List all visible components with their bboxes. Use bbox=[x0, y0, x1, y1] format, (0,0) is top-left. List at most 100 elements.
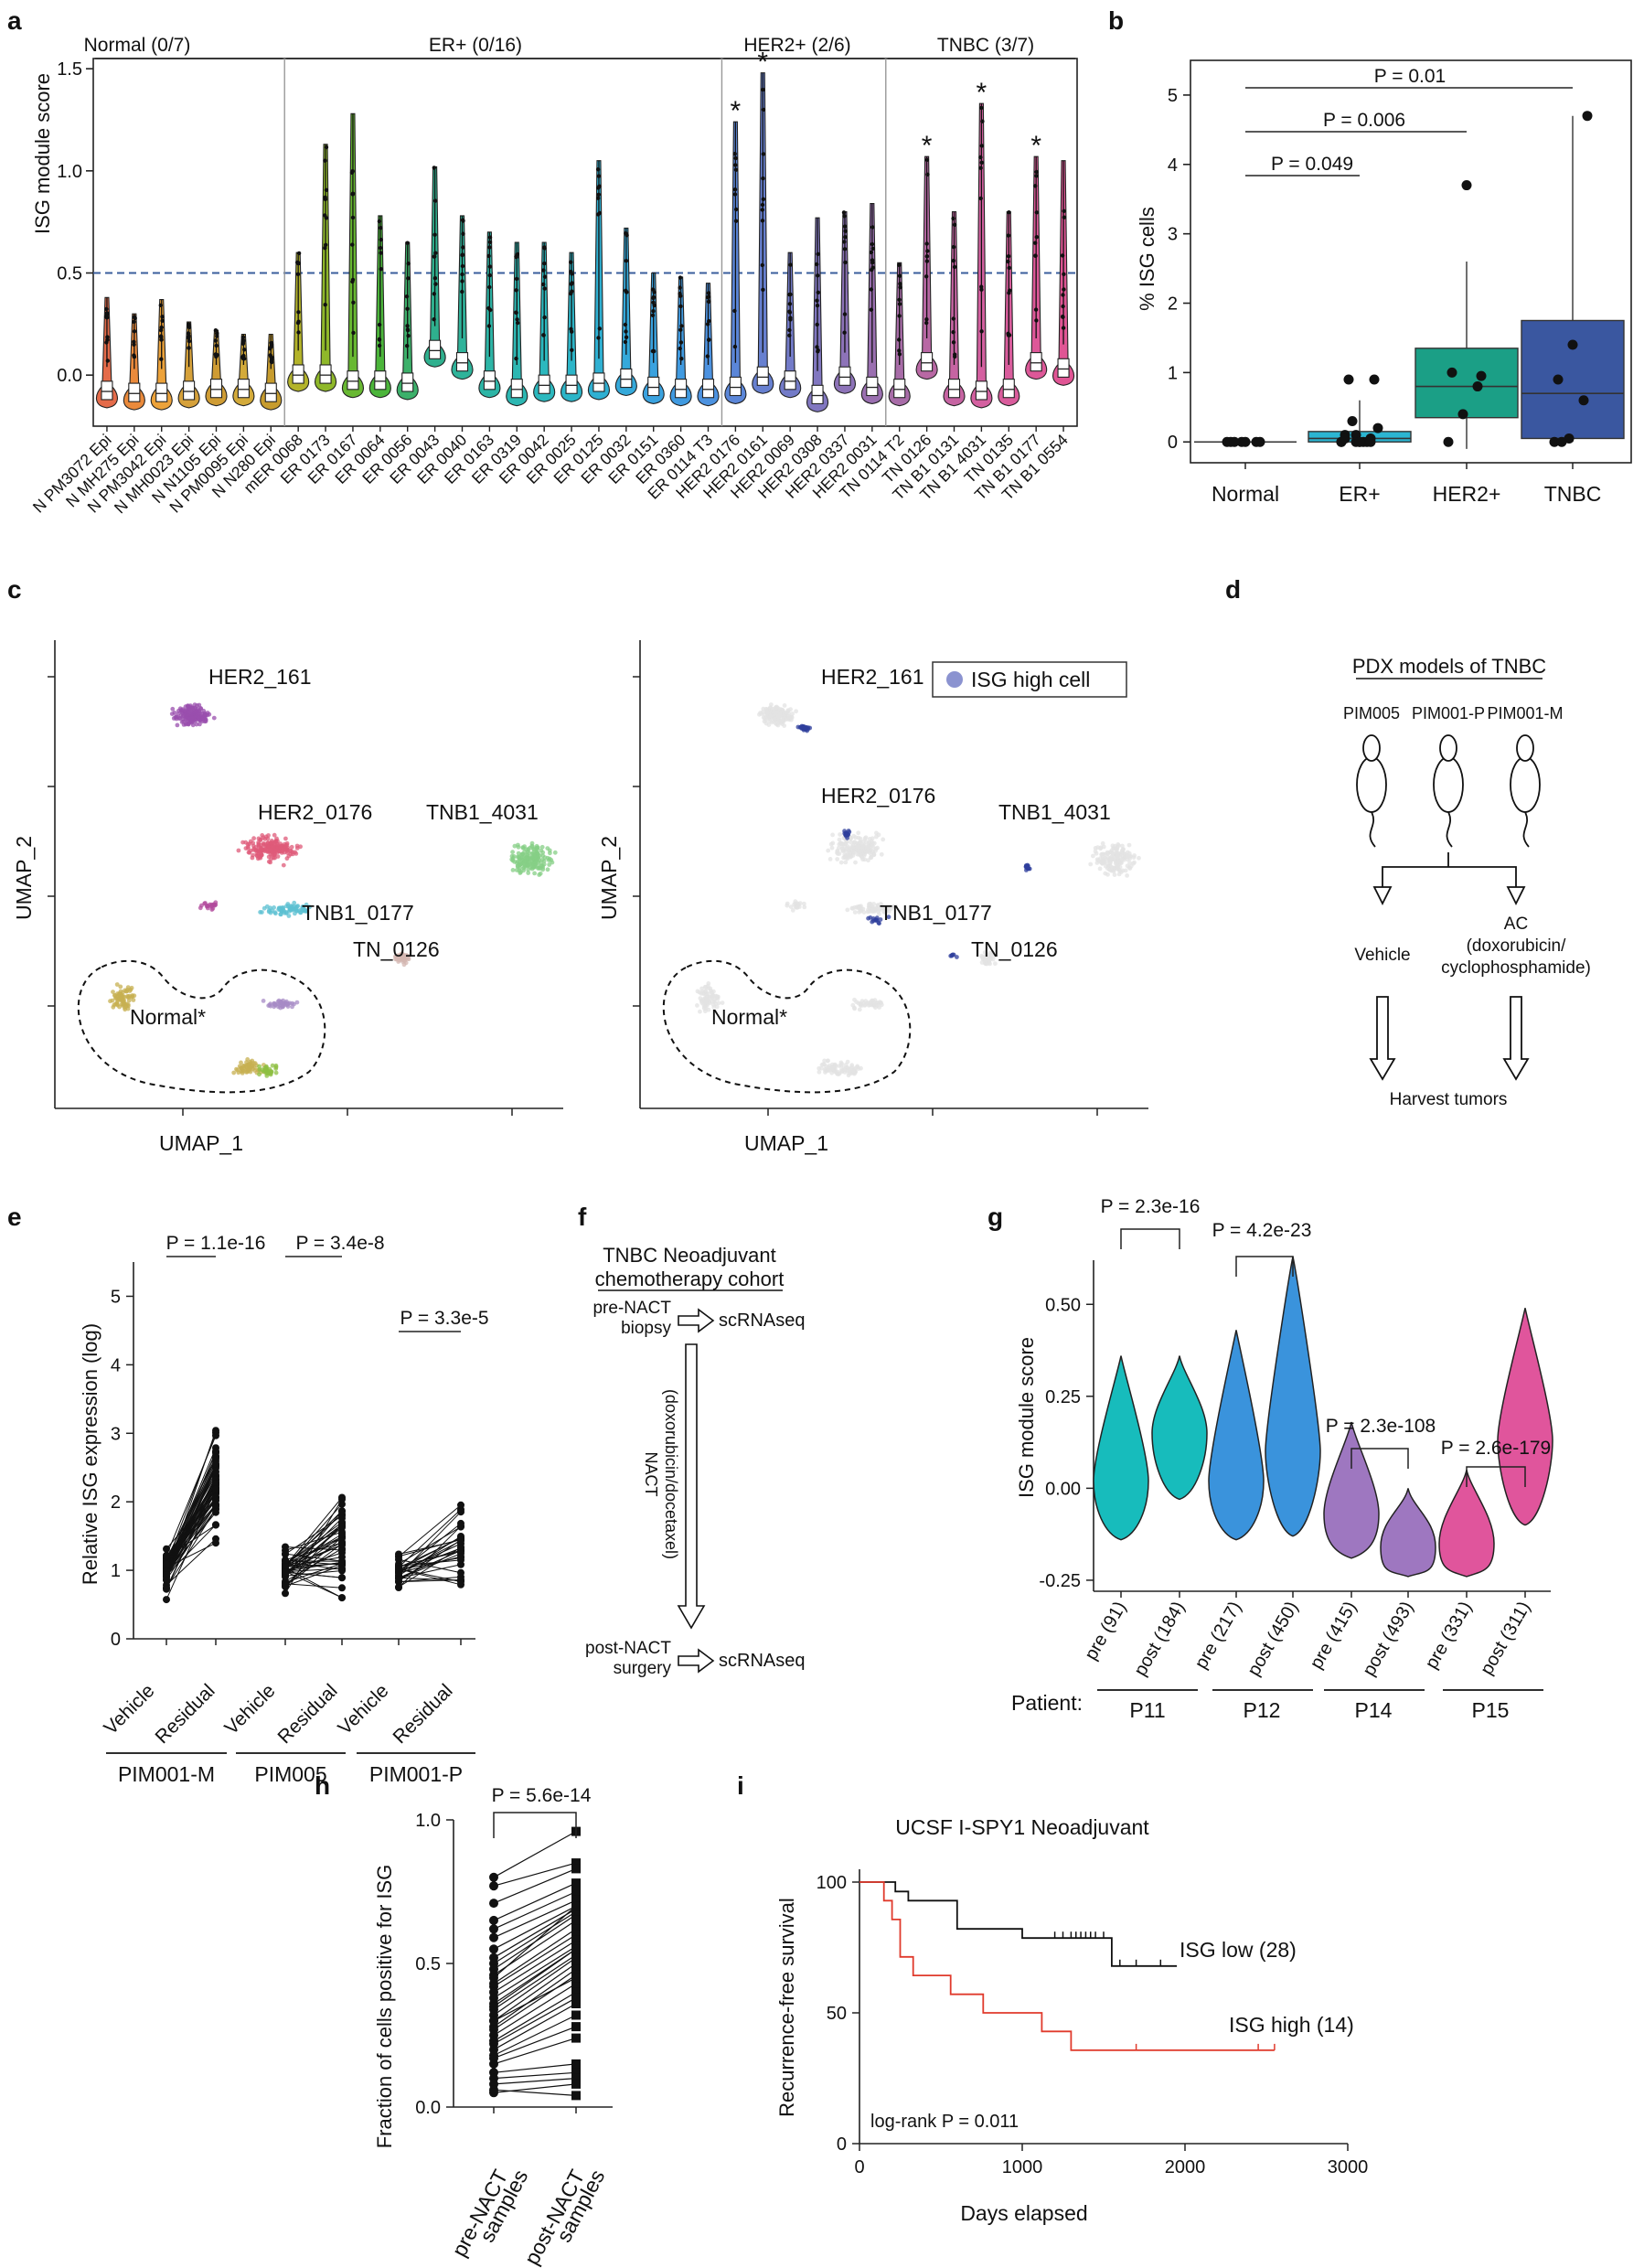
i-high-legend: ISG high (14) bbox=[1229, 2013, 1354, 2037]
c-left-cell-point bbox=[278, 912, 283, 917]
a-box bbox=[128, 382, 141, 402]
c-right-cell-point bbox=[852, 997, 857, 1002]
a-y-tick-label: 1.0 bbox=[57, 162, 82, 182]
h-post-point bbox=[571, 2079, 581, 2089]
a-outlier-point bbox=[733, 207, 739, 212]
a-outlier-point bbox=[269, 358, 274, 362]
d-mouse-head bbox=[1516, 734, 1534, 762]
h-paired-line bbox=[493, 1831, 577, 1878]
c-left-cell-point bbox=[284, 904, 289, 909]
h-pre-point bbox=[489, 1924, 498, 1934]
c-left-cell-point bbox=[175, 722, 180, 728]
d-model-pim001m: PIM001-M bbox=[1487, 704, 1563, 722]
g-violin bbox=[1323, 1421, 1380, 1559]
c-right-cell-point bbox=[844, 855, 849, 860]
a-outlier-point bbox=[679, 357, 684, 361]
c-right-cell-point bbox=[711, 1005, 717, 1010]
g-plot: -0.25 0.00 0.25 0.50 P = 2.3e-16 P = 4.2e-23 P… bbox=[1039, 1196, 1553, 1598]
e-residual-point bbox=[338, 1567, 346, 1575]
d-down-arrow bbox=[1502, 996, 1530, 1081]
c-right-cell-point bbox=[864, 840, 869, 845]
c-left-cell-point bbox=[177, 716, 183, 721]
c-left-cell-point bbox=[547, 856, 552, 861]
f-right-arrow bbox=[678, 1648, 715, 1674]
h-paired-line bbox=[493, 1928, 577, 1984]
c-isg-high-point bbox=[955, 955, 959, 959]
c-right-cell-point bbox=[706, 1007, 711, 1012]
c-left-cell-point bbox=[260, 910, 264, 915]
g-significance-bracket bbox=[1350, 1448, 1409, 1469]
h-pvalue: P = 5.6e-14 bbox=[492, 1785, 592, 1806]
panel-letter-i: i bbox=[737, 1771, 744, 1800]
g-violin bbox=[1151, 1355, 1208, 1501]
e-residual-point bbox=[212, 1431, 219, 1439]
b-y-tick-label: 3 bbox=[1168, 225, 1178, 245]
c-left-cell-point bbox=[251, 848, 256, 852]
g-violin bbox=[1093, 1355, 1149, 1541]
b-data-point bbox=[1582, 111, 1593, 122]
a-box bbox=[838, 366, 851, 386]
e-paired-line bbox=[284, 1497, 343, 1567]
a-outlier-point bbox=[707, 337, 711, 342]
i-isg-low-curve bbox=[859, 1881, 1178, 1967]
e-paired-line bbox=[398, 1523, 462, 1573]
e-residual-point bbox=[457, 1543, 464, 1551]
h-pre-point bbox=[489, 2002, 498, 2012]
c-right-cell-point bbox=[695, 1003, 699, 1008]
c-right-cell-point bbox=[1125, 850, 1130, 855]
c-right-cell-point bbox=[1137, 855, 1141, 861]
a-outlier-point bbox=[541, 268, 546, 273]
c-left-cell-point bbox=[251, 852, 255, 858]
a-y-tick-label: 0.5 bbox=[57, 264, 82, 284]
e-pvalue-pim001m: P = 1.1e-16 bbox=[166, 1233, 266, 1254]
c-right-cell-point bbox=[774, 722, 779, 727]
c-right-cell-point bbox=[772, 716, 777, 722]
c-right-cell-point bbox=[778, 711, 783, 716]
e-vehicle-point bbox=[163, 1560, 170, 1568]
a-significance-asterisk: * bbox=[1030, 131, 1041, 161]
d-mouse-tail bbox=[1369, 811, 1376, 848]
c-isg-high-point bbox=[843, 832, 849, 838]
c-left-cell-point bbox=[170, 706, 176, 711]
e-paired-line bbox=[165, 1488, 217, 1557]
e-paired-line bbox=[398, 1567, 462, 1583]
c-left-label-tn-0126: TN_0126 bbox=[353, 937, 440, 961]
c-left-cell-point bbox=[286, 914, 292, 918]
c-right-cell-point bbox=[782, 703, 787, 708]
h-post-point bbox=[571, 1987, 581, 1997]
a-outlier-point bbox=[488, 307, 493, 313]
e-residual-point bbox=[212, 1453, 219, 1461]
d-arrow-head bbox=[1506, 886, 1526, 906]
h-post-point bbox=[571, 2073, 581, 2083]
e-residual-point bbox=[338, 1514, 346, 1523]
c-right-cell-point bbox=[839, 841, 844, 846]
g-patient-p15: P15 bbox=[1472, 1698, 1510, 1722]
c-right-cell-point bbox=[802, 904, 807, 910]
d-mouse-tail bbox=[1446, 811, 1453, 848]
b-data-point bbox=[1343, 374, 1354, 385]
e-vehicle-point bbox=[163, 1571, 170, 1578]
c-right-cell-point bbox=[826, 848, 831, 853]
c-left-cell-point bbox=[193, 713, 198, 719]
c-right-cell-point bbox=[703, 989, 709, 994]
e-paired-line bbox=[398, 1546, 462, 1588]
panel-letter-e: e bbox=[7, 1203, 22, 1231]
a-outlier-point bbox=[595, 167, 601, 172]
c-left-cell-point bbox=[189, 720, 195, 725]
a-box bbox=[565, 374, 578, 394]
c-left-cell-point bbox=[394, 953, 400, 958]
e-vehicle-point bbox=[163, 1552, 170, 1560]
h-post-point bbox=[571, 1858, 581, 1868]
c-right-cell-point bbox=[870, 907, 875, 913]
c-right-x-label: UMAP_1 bbox=[744, 1131, 828, 1155]
panel-letter-a: a bbox=[7, 6, 22, 35]
b-data-point bbox=[1461, 180, 1472, 191]
c-left-cell-point bbox=[174, 714, 179, 720]
c-left-label-her2-161: HER2_161 bbox=[208, 665, 312, 689]
b-y-tick-label: 1 bbox=[1168, 363, 1178, 383]
e-paired-line bbox=[398, 1579, 462, 1583]
h-paired-line bbox=[493, 1862, 577, 1887]
a-box bbox=[647, 376, 660, 397]
a-outlier-point bbox=[105, 358, 111, 363]
